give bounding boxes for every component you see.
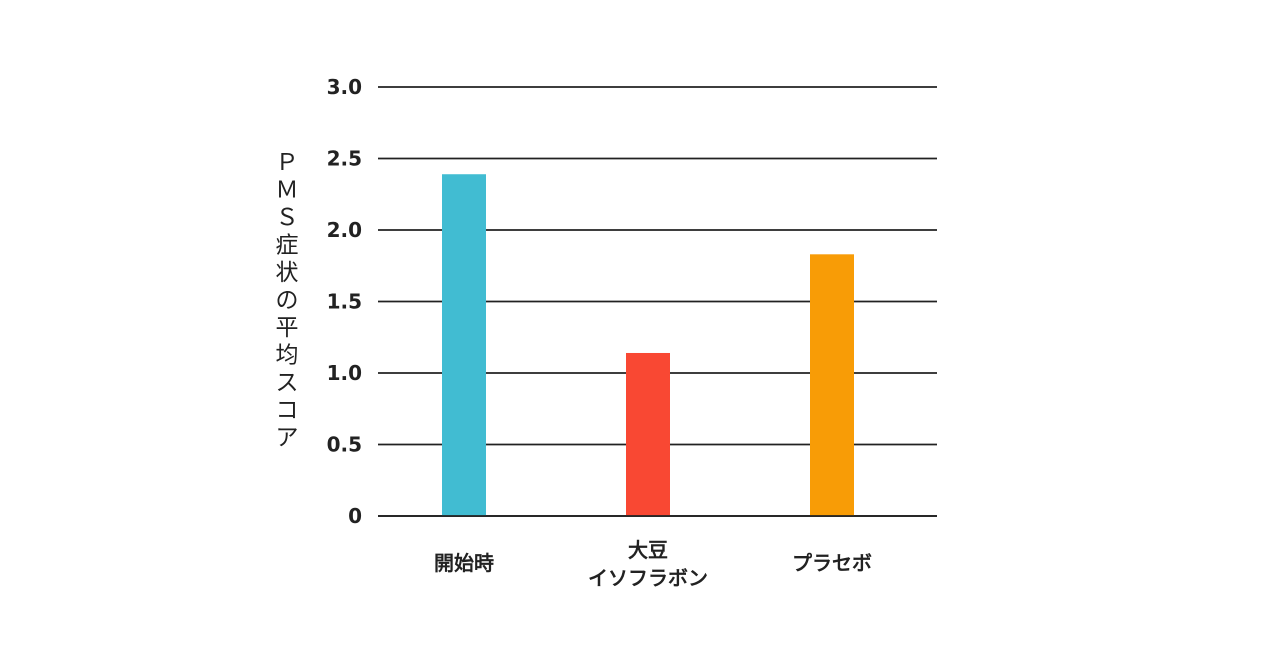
x-category-label: プラセボ — [792, 551, 872, 575]
y-axis-title-char: Ｍ — [276, 178, 299, 204]
y-tick-label: 1.0 — [327, 361, 362, 385]
y-axis-title-char: の — [276, 288, 299, 314]
bar — [626, 352, 670, 516]
bar — [810, 254, 854, 516]
y-tick-label: 0 — [348, 504, 362, 528]
y-axis-ticks: 0 0.5 1.0 1.5 2.0 2.5 3.0 — [327, 75, 362, 528]
y-tick-label: 2.5 — [327, 147, 362, 171]
bar — [442, 174, 486, 517]
y-axis-title-char: コ — [276, 398, 299, 424]
y-axis-title-char: ス — [276, 370, 299, 396]
x-category-label: イソフラボン — [588, 566, 708, 590]
y-axis-title-char: 状 — [276, 260, 299, 286]
y-axis-title-char: Ｓ — [276, 205, 299, 231]
y-tick-label: 1.5 — [327, 290, 362, 314]
x-category-label: 開始時 — [434, 551, 494, 575]
y-tick-label: 2.0 — [327, 218, 362, 242]
x-category-label: 大豆 — [628, 538, 668, 562]
y-axis-title-char: 均 — [276, 343, 299, 369]
y-axis-title-char: 平 — [276, 315, 299, 341]
y-axis-title-char: Ｐ — [276, 150, 299, 176]
y-tick-label: 3.0 — [327, 75, 362, 99]
y-axis-title-char: ア — [276, 425, 299, 451]
y-tick-label: 0.5 — [327, 433, 362, 457]
bars — [378, 174, 937, 517]
y-axis-title-char: 症 — [276, 233, 299, 259]
